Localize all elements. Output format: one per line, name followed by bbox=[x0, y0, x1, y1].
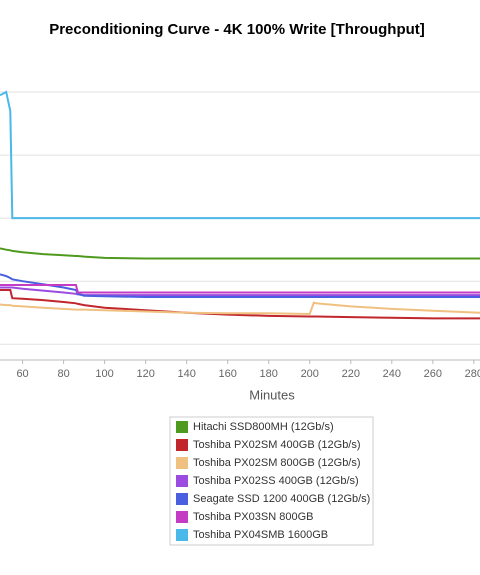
series-line bbox=[0, 90, 480, 220]
legend-text: Toshiba PX02SM 800GB (12Gb/s) bbox=[193, 457, 361, 469]
series-line bbox=[0, 289, 480, 320]
series-line bbox=[0, 286, 480, 297]
legend-text: Toshiba PX02SS 400GB (12Gb/s) bbox=[193, 475, 359, 487]
chart-title: Preconditioning Curve - 4K 100% Write [T… bbox=[49, 21, 425, 38]
legend-text: Toshiba PX02SM 400GB (12Gb/s) bbox=[193, 439, 361, 451]
legend-box bbox=[169, 416, 374, 546]
legend-swatch bbox=[176, 493, 188, 505]
x-tick-label: 220 bbox=[342, 368, 360, 380]
x-tick-label: 100 bbox=[95, 368, 113, 380]
legend-text: Toshiba PX03SN 800GB bbox=[193, 511, 313, 523]
series-line bbox=[0, 284, 480, 294]
x-tick-label: 240 bbox=[383, 368, 401, 380]
x-tick-label: 160 bbox=[219, 368, 237, 380]
legend-text: Toshiba PX04SMB 1600GB bbox=[193, 529, 328, 541]
x-tick-label: 60 bbox=[16, 368, 28, 380]
series-line bbox=[0, 273, 480, 298]
x-tick-label: 260 bbox=[424, 368, 442, 380]
x-tick-label: 200 bbox=[301, 368, 319, 380]
legend-swatch bbox=[176, 439, 188, 451]
x-axis-title: Minutes bbox=[249, 387, 295, 402]
legend-swatch bbox=[176, 511, 188, 523]
x-tick-label: 80 bbox=[57, 368, 69, 380]
legend-text: Seagate SSD 1200 400GB (12Gb/s) bbox=[193, 493, 370, 505]
series-line bbox=[0, 301, 480, 316]
legend-swatch bbox=[176, 457, 188, 469]
legend-swatch bbox=[176, 421, 188, 433]
legend-swatch bbox=[176, 475, 188, 487]
series-line bbox=[0, 247, 480, 260]
x-tick-label: 180 bbox=[260, 368, 278, 380]
legend-swatch bbox=[176, 529, 188, 541]
x-tick-label: 120 bbox=[136, 368, 154, 380]
x-tick-label: 140 bbox=[177, 368, 195, 380]
legend-text: Hitachi SSD800MH (12Gb/s) bbox=[193, 421, 334, 433]
x-tick-label: 280 bbox=[465, 368, 480, 380]
